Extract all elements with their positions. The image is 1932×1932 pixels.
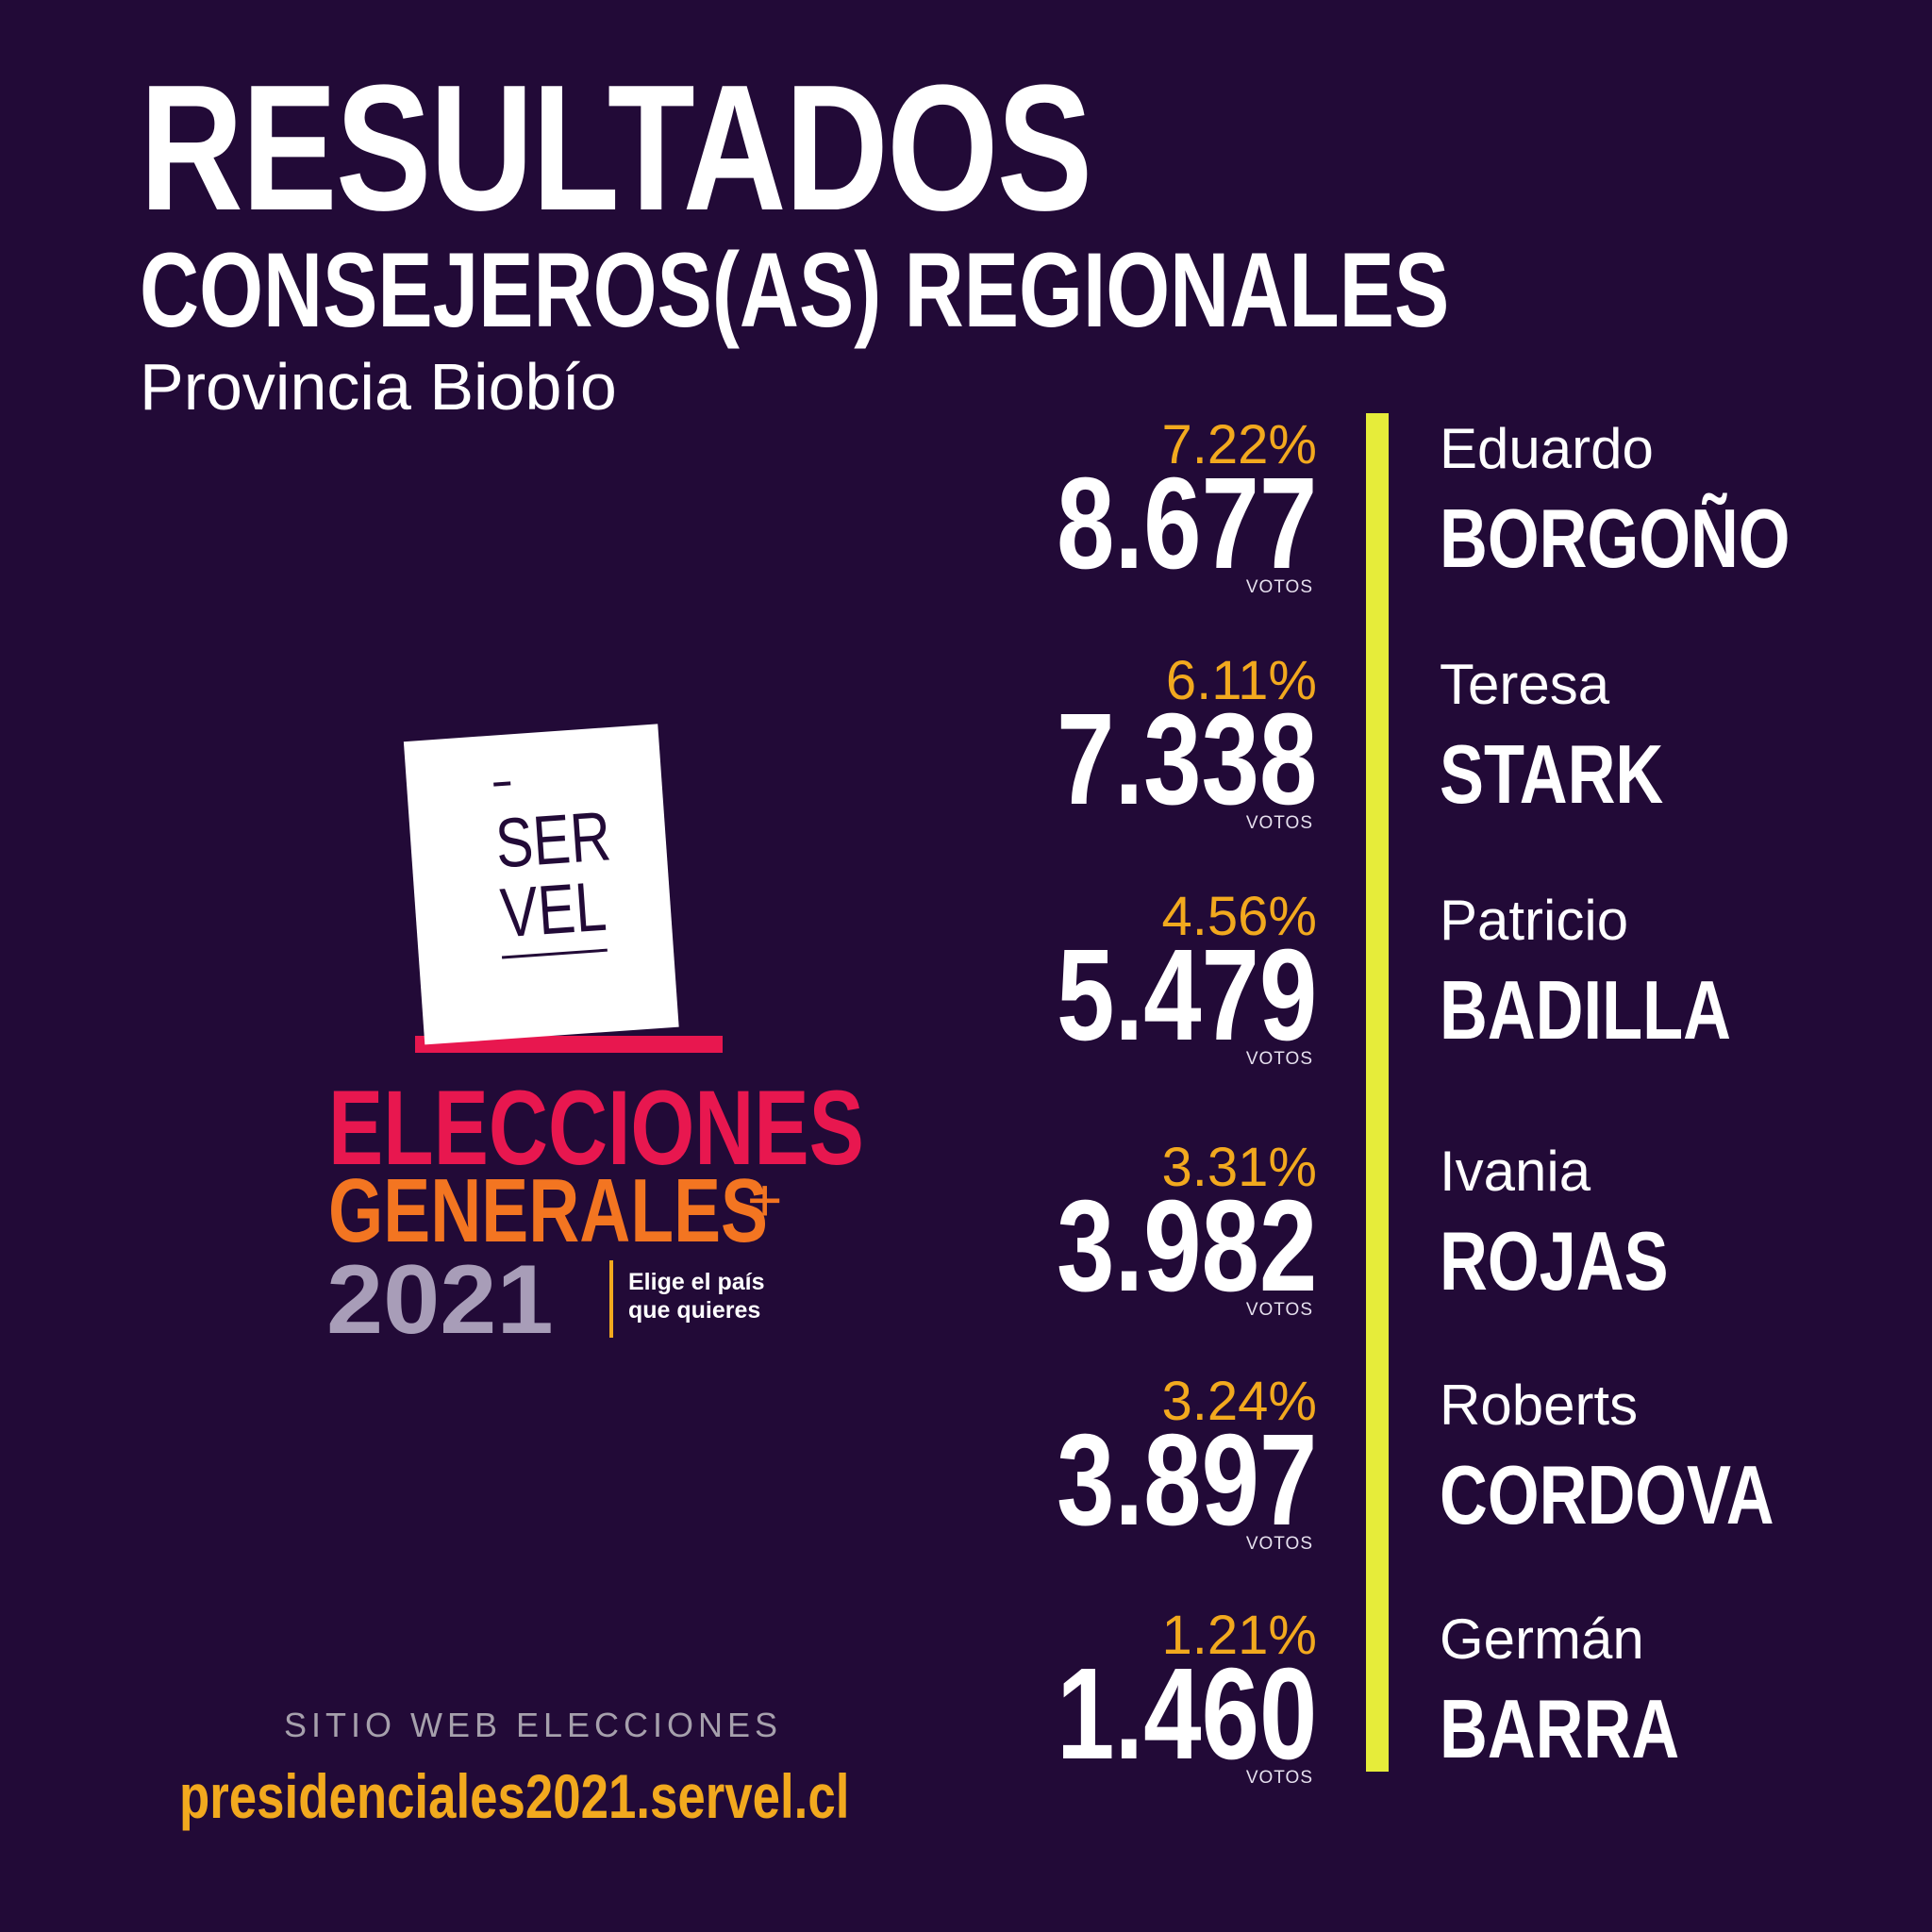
votes-label: VOTOS [1245, 1300, 1313, 1320]
votes-label: VOTOS [1245, 1768, 1313, 1788]
result-row: 6.11% 7.338 VOTOS Teresa STARK [0, 651, 1932, 877]
province-label: Provincia Biobío [140, 350, 617, 424]
result-percent: 3.31% [1161, 1137, 1317, 1198]
candidate-last-name: BORGOÑO [1440, 491, 1790, 585]
result-votes: 7.338 [1056, 687, 1317, 832]
logo-plus: + [747, 1166, 783, 1234]
servel-line-2: VEL [497, 866, 609, 953]
candidate-first-name: Eduardo [1440, 417, 1654, 480]
candidate-first-name: Germán [1440, 1607, 1644, 1671]
servel-accent-bar [493, 781, 511, 787]
logo-year: 2021 [326, 1245, 554, 1355]
site-url-link[interactable]: presidenciales2021.servel.cl [179, 1761, 850, 1831]
result-votes: 3.982 [1056, 1174, 1317, 1319]
site-label: SITIO WEB ELECCIONES [283, 1706, 783, 1744]
candidate-last-name: BADILLA [1440, 963, 1731, 1057]
result-votes: 3.897 [1056, 1407, 1317, 1553]
logo-tagline-1: Elige el país [628, 1269, 765, 1295]
candidate-first-name: Patricio [1440, 889, 1629, 952]
result-row: 7.22% 8.677 VOTOS Eduardo BORGOÑO [0, 415, 1932, 641]
logo-separator [609, 1260, 613, 1338]
ballot-icon: SER VEL [403, 724, 679, 1045]
result-percent: 1.21% [1161, 1605, 1317, 1666]
logo-elecciones: ELECCIONES [328, 1069, 864, 1187]
candidate-last-name: CORDOVA [1440, 1448, 1774, 1541]
logo-generales: GENERALES [328, 1160, 768, 1261]
result-row: 1.21% 1.460 VOTOS Germán BARRA [0, 1606, 1932, 1832]
votes-label: VOTOS [1245, 1049, 1313, 1069]
page-title: RESULTADOS [140, 48, 1092, 248]
result-percent: 6.11% [1165, 650, 1317, 711]
result-percent: 3.24% [1161, 1371, 1317, 1432]
result-percent: 7.22% [1161, 414, 1317, 475]
ballot-box-slot [415, 1036, 723, 1053]
servel-logo: SER VEL [493, 796, 618, 953]
result-votes: 1.460 [1056, 1641, 1317, 1787]
candidate-last-name: ROJAS [1440, 1214, 1669, 1307]
votes-label: VOTOS [1245, 1534, 1313, 1554]
votes-label: VOTOS [1245, 813, 1313, 833]
elecciones-logo: SER VEL ELECCIONES GENERALES + 2021 Elig… [321, 724, 864, 1355]
candidate-first-name: Teresa [1440, 653, 1610, 716]
page-subtitle: CONSEJEROS(AS) REGIONALES [140, 231, 1450, 349]
result-row: 3.24% 3.897 VOTOS Roberts CORDOVA [0, 1372, 1932, 1598]
result-votes: 5.479 [1056, 923, 1317, 1068]
result-row: 4.56% 5.479 VOTOS Patricio BADILLA [0, 887, 1932, 1113]
result-row: 3.31% 3.982 VOTOS Ivania ROJAS [0, 1138, 1932, 1364]
result-votes: 8.677 [1056, 451, 1317, 596]
results-divider [1366, 413, 1389, 1772]
candidate-last-name: BARRA [1440, 1682, 1680, 1775]
candidate-first-name: Roberts [1440, 1374, 1639, 1437]
logo-tagline-2: que quieres [628, 1297, 761, 1324]
votes-label: VOTOS [1245, 577, 1313, 597]
candidate-last-name: STARK [1440, 727, 1664, 821]
result-percent: 4.56% [1161, 886, 1317, 947]
candidate-first-name: Ivania [1440, 1140, 1591, 1203]
